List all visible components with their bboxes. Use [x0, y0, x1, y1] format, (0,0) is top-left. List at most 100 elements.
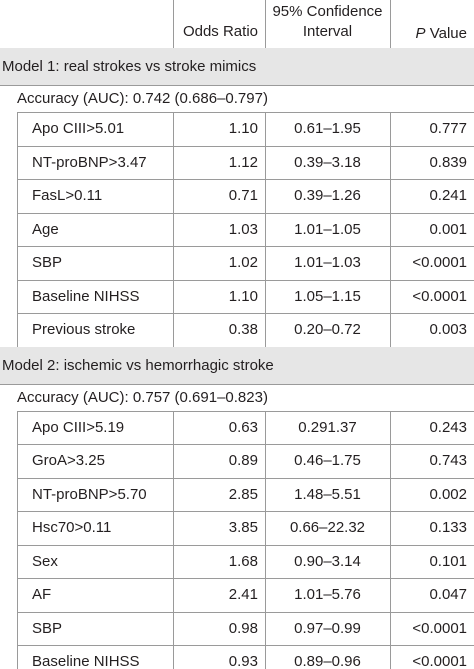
column-line: [173, 145, 174, 179]
column-header: 95% Confidence Interval: [272, 3, 383, 40]
row-label: NT-proBNP>3.47: [32, 153, 147, 171]
column-line: [173, 477, 174, 511]
column-line: [17, 410, 18, 444]
column-line: [265, 477, 266, 511]
column-line: [17, 611, 18, 645]
column-line: [173, 0, 174, 48]
column-line: [17, 279, 18, 313]
p-value: 0.001: [429, 220, 467, 238]
column-line: [173, 112, 174, 146]
column-line: [173, 544, 174, 578]
column-line: [265, 544, 266, 578]
section-title: Model 2: ischemic vs hemorrhagic stroke: [2, 356, 274, 374]
row-label: FasL>0.11: [32, 187, 103, 205]
confidence-interval: 0.39–3.18: [294, 153, 361, 171]
row-line: [17, 645, 474, 646]
row-line: [17, 313, 474, 314]
p-value: 0.777: [429, 120, 467, 138]
p-value: <0.0001: [412, 619, 467, 637]
row-line: [17, 511, 474, 512]
column-line: [390, 410, 391, 444]
column-line: [390, 246, 391, 280]
p-value: 0.133: [429, 519, 467, 537]
column-line: [173, 611, 174, 645]
row-line: [17, 179, 474, 180]
column-line: [265, 112, 266, 146]
p-value: 0.047: [429, 586, 467, 604]
column-line: [265, 511, 266, 545]
column-line: [265, 645, 266, 669]
p-value: 0.243: [429, 418, 467, 436]
row-line: [17, 444, 474, 445]
column-line: [17, 578, 18, 612]
column-line: [265, 179, 266, 213]
confidence-interval: 1.01–5.76: [294, 586, 361, 604]
row-line: [17, 279, 474, 281]
column-line: [173, 444, 174, 478]
column-line: [17, 477, 18, 511]
confidence-interval: 0.66–22.32: [289, 519, 366, 537]
column-line: [17, 112, 18, 146]
column-line: [17, 246, 18, 280]
column-line: [265, 313, 266, 347]
accuracy: Accuracy (AUC): 0.757 (0.691–0.823): [17, 388, 268, 406]
column-line: [390, 578, 391, 612]
row-line: [17, 578, 474, 579]
odds-ratio: 0.89: [228, 452, 258, 470]
column-line: [265, 444, 266, 478]
row-line: [0, 383, 474, 385]
odds-ratio: 1.10: [228, 287, 258, 305]
row-label: Apo CIII>5.19: [32, 418, 125, 436]
row-label: Age: [32, 220, 59, 238]
odds-ratio: 1.02: [228, 254, 258, 272]
odds-ratio: 0.98: [228, 619, 258, 637]
column-line: [390, 313, 391, 347]
row-line: [17, 212, 474, 214]
column-line: [17, 145, 18, 179]
column-line: [390, 645, 391, 669]
confidence-interval: 0.89–0.96: [294, 653, 361, 669]
column-line: [265, 279, 266, 313]
accuracy: Accuracy (AUC): 0.742 (0.686–0.797): [17, 90, 268, 107]
confidence-interval: 0.97–0.99: [294, 619, 361, 637]
p-value: 0.003: [429, 321, 467, 339]
column-line: [390, 544, 391, 578]
row-label: Hsc70>0.11: [32, 519, 112, 537]
column-line: [265, 212, 266, 246]
confidence-interval: 0.291.37: [298, 418, 357, 436]
column-line: [390, 112, 391, 146]
row-label: GroA>3.25: [32, 452, 105, 470]
odds-ratio: 1.12: [228, 153, 258, 171]
odds-ratio: 1.10: [228, 120, 258, 138]
row-line: [17, 246, 474, 247]
column-line: [265, 145, 266, 179]
column-line: [265, 246, 266, 280]
column-line: [265, 578, 266, 612]
row-line: [17, 145, 474, 147]
column-line: [173, 410, 174, 444]
confidence-interval: 1.48–5.51: [294, 485, 361, 503]
p-value: <0.0001: [412, 254, 467, 272]
row-label: SBP: [32, 619, 63, 637]
confidence-interval: 0.61–1.95: [294, 120, 361, 138]
odds-ratio: 0.93: [228, 653, 258, 669]
row-label: SBP: [32, 254, 63, 272]
column-line: [17, 544, 18, 578]
column-line: [390, 477, 391, 511]
column-line: [173, 313, 174, 347]
row-label: Apo CIII>5.01: [32, 120, 125, 138]
confidence-interval: 1.01–1.05: [294, 220, 361, 238]
column-line: [390, 444, 391, 478]
column-line: [17, 511, 18, 545]
value-text: Value: [429, 25, 467, 42]
column-line: [173, 279, 174, 313]
row-label: Baseline NIHSS: [32, 287, 140, 305]
odds-ratio: 2.85: [228, 485, 258, 503]
p-value: 0.743: [429, 452, 467, 470]
odds-ratio: 1.68: [228, 552, 258, 570]
column-line: [17, 212, 18, 246]
column-line: [390, 212, 391, 246]
column-line: [17, 179, 18, 213]
row-line: [17, 477, 474, 479]
